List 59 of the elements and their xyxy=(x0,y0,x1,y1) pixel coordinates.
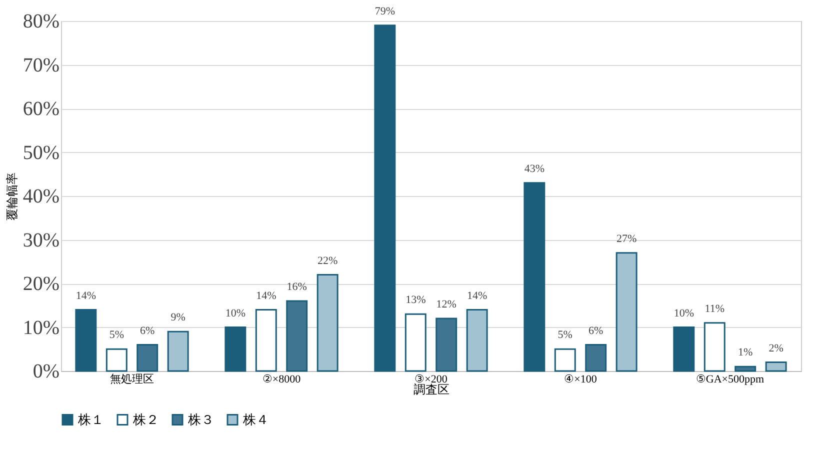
data-label: 1% xyxy=(738,346,753,359)
y-tick-label: 50% xyxy=(22,142,60,164)
data-label: 14% xyxy=(256,290,276,302)
data-label: 16% xyxy=(286,281,307,293)
bar xyxy=(466,309,488,372)
data-label: 27% xyxy=(616,232,637,245)
y-tick-label: 30% xyxy=(22,229,60,252)
bar xyxy=(554,348,576,372)
data-label: 79% xyxy=(374,5,396,18)
bar xyxy=(616,252,638,372)
x-tick-label: ⑤GA×500ppm xyxy=(696,374,765,386)
data-label: 9% xyxy=(170,312,186,324)
legend-label: 株４ xyxy=(242,412,269,427)
y-tick-label: 20% xyxy=(22,273,60,295)
bar xyxy=(436,318,458,372)
y-tick-label: 0% xyxy=(32,360,60,382)
data-label: 12% xyxy=(436,298,456,310)
y-tick-label: 60% xyxy=(22,98,60,120)
bar xyxy=(316,274,338,372)
bar xyxy=(286,300,308,372)
y-tick-label: 40% xyxy=(22,186,60,208)
bar xyxy=(136,344,158,372)
bar xyxy=(704,322,726,372)
bar xyxy=(673,326,695,372)
bar xyxy=(374,24,396,372)
data-label: 14% xyxy=(466,290,488,302)
data-label: 13% xyxy=(406,294,426,306)
data-label: 2% xyxy=(768,342,784,354)
x-axis-title: 調査区 xyxy=(414,382,450,396)
legend-label: 株１ xyxy=(77,412,104,427)
bar xyxy=(404,313,426,372)
y-axis-title: 覆輪幅率 xyxy=(4,172,19,220)
x-tick-label: ④×100 xyxy=(564,374,598,386)
x-tick-label: ②×8000 xyxy=(262,374,302,386)
legend-label: 株３ xyxy=(187,412,214,427)
y-tick-label: 10% xyxy=(22,316,60,339)
x-tick-label: 無処理区 xyxy=(110,374,154,386)
bar xyxy=(224,326,246,372)
bar xyxy=(255,309,277,372)
bar xyxy=(585,344,607,372)
bar xyxy=(167,330,189,372)
data-label: 10% xyxy=(674,307,694,320)
data-label: 5% xyxy=(109,329,124,342)
bar xyxy=(106,348,128,372)
bar xyxy=(524,182,546,372)
bar xyxy=(734,366,756,372)
y-tick-label: 70% xyxy=(22,54,60,76)
data-label: 6% xyxy=(140,324,155,337)
data-label: 6% xyxy=(588,324,604,337)
data-label: 11% xyxy=(704,302,725,315)
bar xyxy=(765,362,787,372)
bar xyxy=(75,309,97,372)
data-label: 43% xyxy=(524,162,545,175)
data-label: 22% xyxy=(317,254,338,267)
data-label: 5% xyxy=(558,329,572,342)
legend-label: 株２ xyxy=(132,412,159,427)
data-label: 14% xyxy=(76,290,96,302)
data-label: 10% xyxy=(225,307,246,320)
y-tick-label: 80% xyxy=(22,10,60,32)
